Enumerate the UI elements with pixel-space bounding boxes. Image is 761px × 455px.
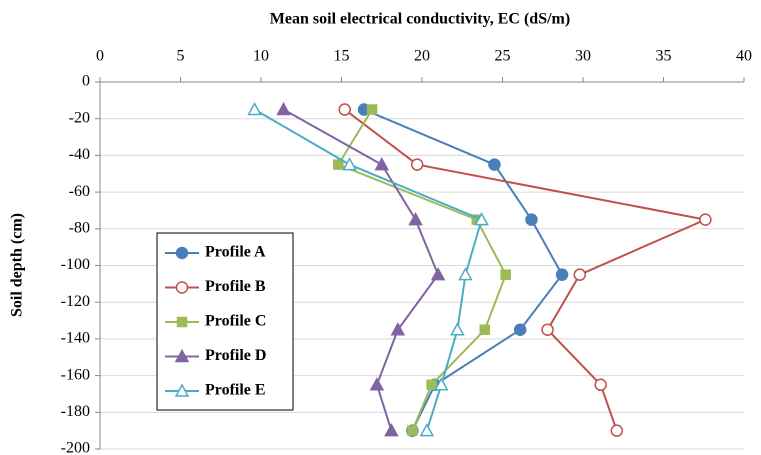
legend-label: Profile A <box>205 244 266 261</box>
point <box>450 322 465 336</box>
point <box>474 212 489 226</box>
point <box>479 324 491 335</box>
legend-label: Profile B <box>205 278 266 295</box>
series <box>276 101 446 437</box>
point <box>419 423 435 437</box>
point <box>525 213 538 226</box>
series <box>357 103 569 437</box>
x-tick-label: 35 <box>656 48 672 65</box>
point <box>408 212 423 226</box>
y-tick-label: -120 <box>61 293 90 310</box>
y-tick-label: -140 <box>61 330 90 347</box>
point <box>555 268 569 281</box>
point <box>247 101 262 116</box>
point <box>369 377 385 391</box>
point <box>342 157 357 171</box>
y-tick-label: -200 <box>61 440 90 455</box>
y-tick-label: -100 <box>61 256 90 273</box>
point <box>541 323 554 336</box>
point <box>500 269 511 280</box>
point <box>610 424 624 437</box>
x-tick-label: 25 <box>495 48 511 65</box>
line <box>344 108 709 431</box>
point <box>176 316 188 328</box>
point <box>434 377 449 391</box>
point <box>430 267 446 281</box>
point <box>488 158 501 171</box>
point <box>276 101 291 116</box>
point <box>458 267 473 281</box>
point <box>384 423 399 437</box>
series <box>338 103 712 437</box>
y-tick-label: -80 <box>69 219 90 236</box>
x-tick-label: 0 <box>96 48 104 65</box>
point <box>175 281 189 294</box>
legend-label: Profile C <box>205 313 266 330</box>
x-tick-label: 15 <box>334 48 350 65</box>
y-tick-label: 0 <box>82 73 90 90</box>
point <box>513 323 527 336</box>
point <box>390 322 406 336</box>
point <box>573 268 587 281</box>
x-tick-label: 30 <box>575 48 591 65</box>
point <box>174 383 190 397</box>
y-tick-label: -160 <box>61 366 90 383</box>
x-tick-label: 10 <box>253 48 269 65</box>
point <box>175 246 189 260</box>
point <box>410 158 424 171</box>
series <box>247 101 489 437</box>
point <box>338 103 351 116</box>
y-tick-label: -40 <box>69 146 90 163</box>
point <box>333 159 344 170</box>
y-tick-label: -180 <box>61 403 90 420</box>
line <box>363 108 564 432</box>
y-tick-label: -60 <box>69 183 90 200</box>
legend-label: Profile D <box>205 347 266 364</box>
point <box>699 213 712 226</box>
chart-title: Mean soil electrical conductivity, EC (d… <box>270 11 570 28</box>
point <box>174 348 190 363</box>
legend-label: Profile E <box>205 382 266 399</box>
point <box>426 379 437 391</box>
x-tick-label: 40 <box>736 48 752 65</box>
point <box>366 104 378 115</box>
point <box>407 425 418 436</box>
x-tick-label: 5 <box>177 48 185 65</box>
line <box>283 108 440 431</box>
point <box>594 378 607 392</box>
y-tick-label: -20 <box>69 109 90 126</box>
point <box>374 157 390 171</box>
series <box>333 104 511 436</box>
y-axis-label: Soil depth (cm) <box>9 213 26 317</box>
x-tick-label: 20 <box>414 48 430 65</box>
